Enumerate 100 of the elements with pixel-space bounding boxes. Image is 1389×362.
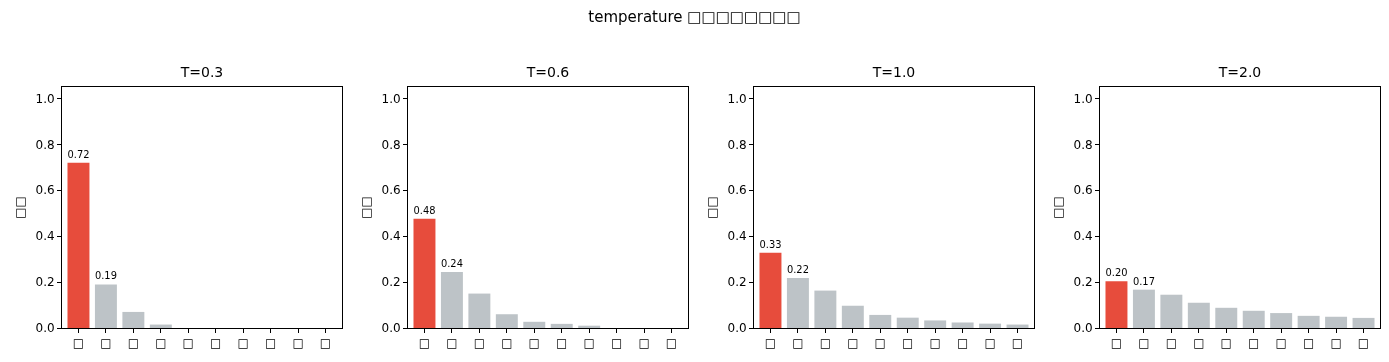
- x-tick-label: □: [1302, 336, 1315, 351]
- x-tick-label: □: [237, 336, 249, 351]
- y-tick-label: 0.8: [727, 137, 747, 152]
- y-tick-label: 0.6: [1073, 183, 1093, 198]
- bar: [67, 162, 90, 328]
- x-tick-label: □: [1275, 336, 1287, 351]
- x-tick-label: □: [155, 336, 167, 351]
- bar: [1215, 307, 1238, 328]
- x-tick-label: □: [819, 336, 832, 351]
- bar: [1132, 289, 1155, 328]
- x-tick-label: □: [319, 336, 332, 351]
- x-tick-label: □: [792, 336, 804, 351]
- y-axis-title: □□: [704, 196, 719, 219]
- x-tick-label: □: [501, 336, 513, 351]
- x-tick-label: □: [1138, 336, 1150, 351]
- x-tick-label: □: [528, 336, 540, 351]
- x-tick-label: □: [127, 336, 140, 351]
- y-tick-label: 1.0: [727, 91, 747, 106]
- x-tick-label: □: [610, 336, 623, 351]
- bar: [1270, 313, 1293, 328]
- x-tick-label: □: [847, 336, 859, 351]
- x-tick-label: □: [1193, 336, 1205, 351]
- y-tick-label: 0.6: [381, 183, 401, 198]
- bar: [440, 272, 463, 328]
- y-tick-label: 0.2: [727, 275, 747, 290]
- x-tick-label: □: [583, 336, 595, 351]
- y-axis-title: □□: [12, 196, 27, 219]
- x-tick-label: □: [956, 336, 969, 351]
- x-tick-label: □: [210, 336, 222, 351]
- x-tick-label: □: [446, 336, 458, 351]
- bar: [759, 252, 782, 328]
- bar: [1105, 281, 1128, 328]
- x-tick-label: □: [1330, 336, 1342, 351]
- bar: [1297, 315, 1320, 328]
- y-tick-label: 1.0: [381, 91, 401, 106]
- x-tick-label: □: [638, 336, 650, 351]
- bar: [550, 323, 573, 328]
- chart-title: T=1.0: [871, 64, 916, 80]
- data-label: 0.20: [1105, 267, 1128, 279]
- y-tick-label: 0.6: [35, 183, 55, 198]
- y-tick-label: 0.8: [1073, 137, 1093, 152]
- y-tick-label: 0.0: [35, 321, 55, 336]
- x-tick-label: □: [100, 336, 112, 351]
- bar: [468, 293, 491, 328]
- text: temperature □□□□□□□□: [587, 8, 802, 26]
- x-tick-label: □: [665, 336, 678, 351]
- x-tick-label: □: [1248, 336, 1260, 351]
- y-tick-label: 0.2: [1073, 275, 1093, 290]
- y-axis-title: □□: [1050, 196, 1065, 219]
- y-tick-label: 1.0: [1073, 91, 1093, 106]
- y-tick-label: 0.2: [381, 275, 401, 290]
- y-axis-title: □□: [358, 196, 373, 219]
- data-label: 0.22: [786, 263, 809, 275]
- x-tick-label: □: [473, 336, 486, 351]
- bar: [951, 322, 974, 328]
- chart-title: T=0.3: [179, 64, 224, 80]
- bar: [495, 314, 518, 328]
- bar: [523, 321, 546, 328]
- bar: [94, 284, 117, 328]
- bar: [896, 317, 919, 328]
- y-tick-label: 1.0: [35, 91, 55, 106]
- data-label: 0.19: [94, 270, 117, 282]
- data-label: 0.17: [1132, 275, 1155, 287]
- bar: [869, 314, 892, 328]
- x-tick-label: □: [984, 336, 996, 351]
- x-tick-label: □: [182, 336, 194, 351]
- x-tick-label: □: [418, 336, 431, 351]
- x-tick-label: □: [1357, 336, 1370, 351]
- x-tick-label: □: [1220, 336, 1232, 351]
- bar: [122, 311, 145, 328]
- x-tick-label: □: [556, 336, 568, 351]
- data-label: 0.24: [440, 258, 463, 270]
- bar: [814, 290, 837, 328]
- y-tick-label: 0.0: [381, 321, 401, 336]
- x-tick-label: □: [902, 336, 914, 351]
- y-tick-label: 0.0: [1073, 321, 1093, 336]
- x-tick-label: □: [72, 336, 85, 351]
- data-label: 0.48: [413, 204, 436, 216]
- y-tick-label: 0.0: [727, 321, 747, 336]
- bar: [924, 320, 947, 328]
- bar: [1325, 316, 1348, 328]
- x-tick-label: □: [1165, 336, 1178, 351]
- bar: [786, 277, 809, 328]
- bar: [979, 323, 1002, 328]
- y-tick-label: 0.4: [1073, 229, 1093, 244]
- bar: [1160, 294, 1183, 328]
- x-tick-label: □: [929, 336, 941, 351]
- x-tick-label: □: [1110, 336, 1123, 351]
- bar: [1242, 310, 1265, 328]
- y-tick-label: 0.6: [727, 183, 747, 198]
- y-tick-label: 0.8: [381, 137, 401, 152]
- y-tick-label: 0.8: [35, 137, 55, 152]
- chart-title: T=0.6: [525, 64, 570, 80]
- y-tick-label: 0.4: [727, 229, 747, 244]
- x-tick-label: □: [292, 336, 304, 351]
- bar: [413, 218, 436, 328]
- x-tick-label: □: [874, 336, 886, 351]
- y-tick-label: 0.4: [381, 229, 401, 244]
- bar: [841, 305, 864, 328]
- y-tick-label: 0.2: [35, 275, 55, 290]
